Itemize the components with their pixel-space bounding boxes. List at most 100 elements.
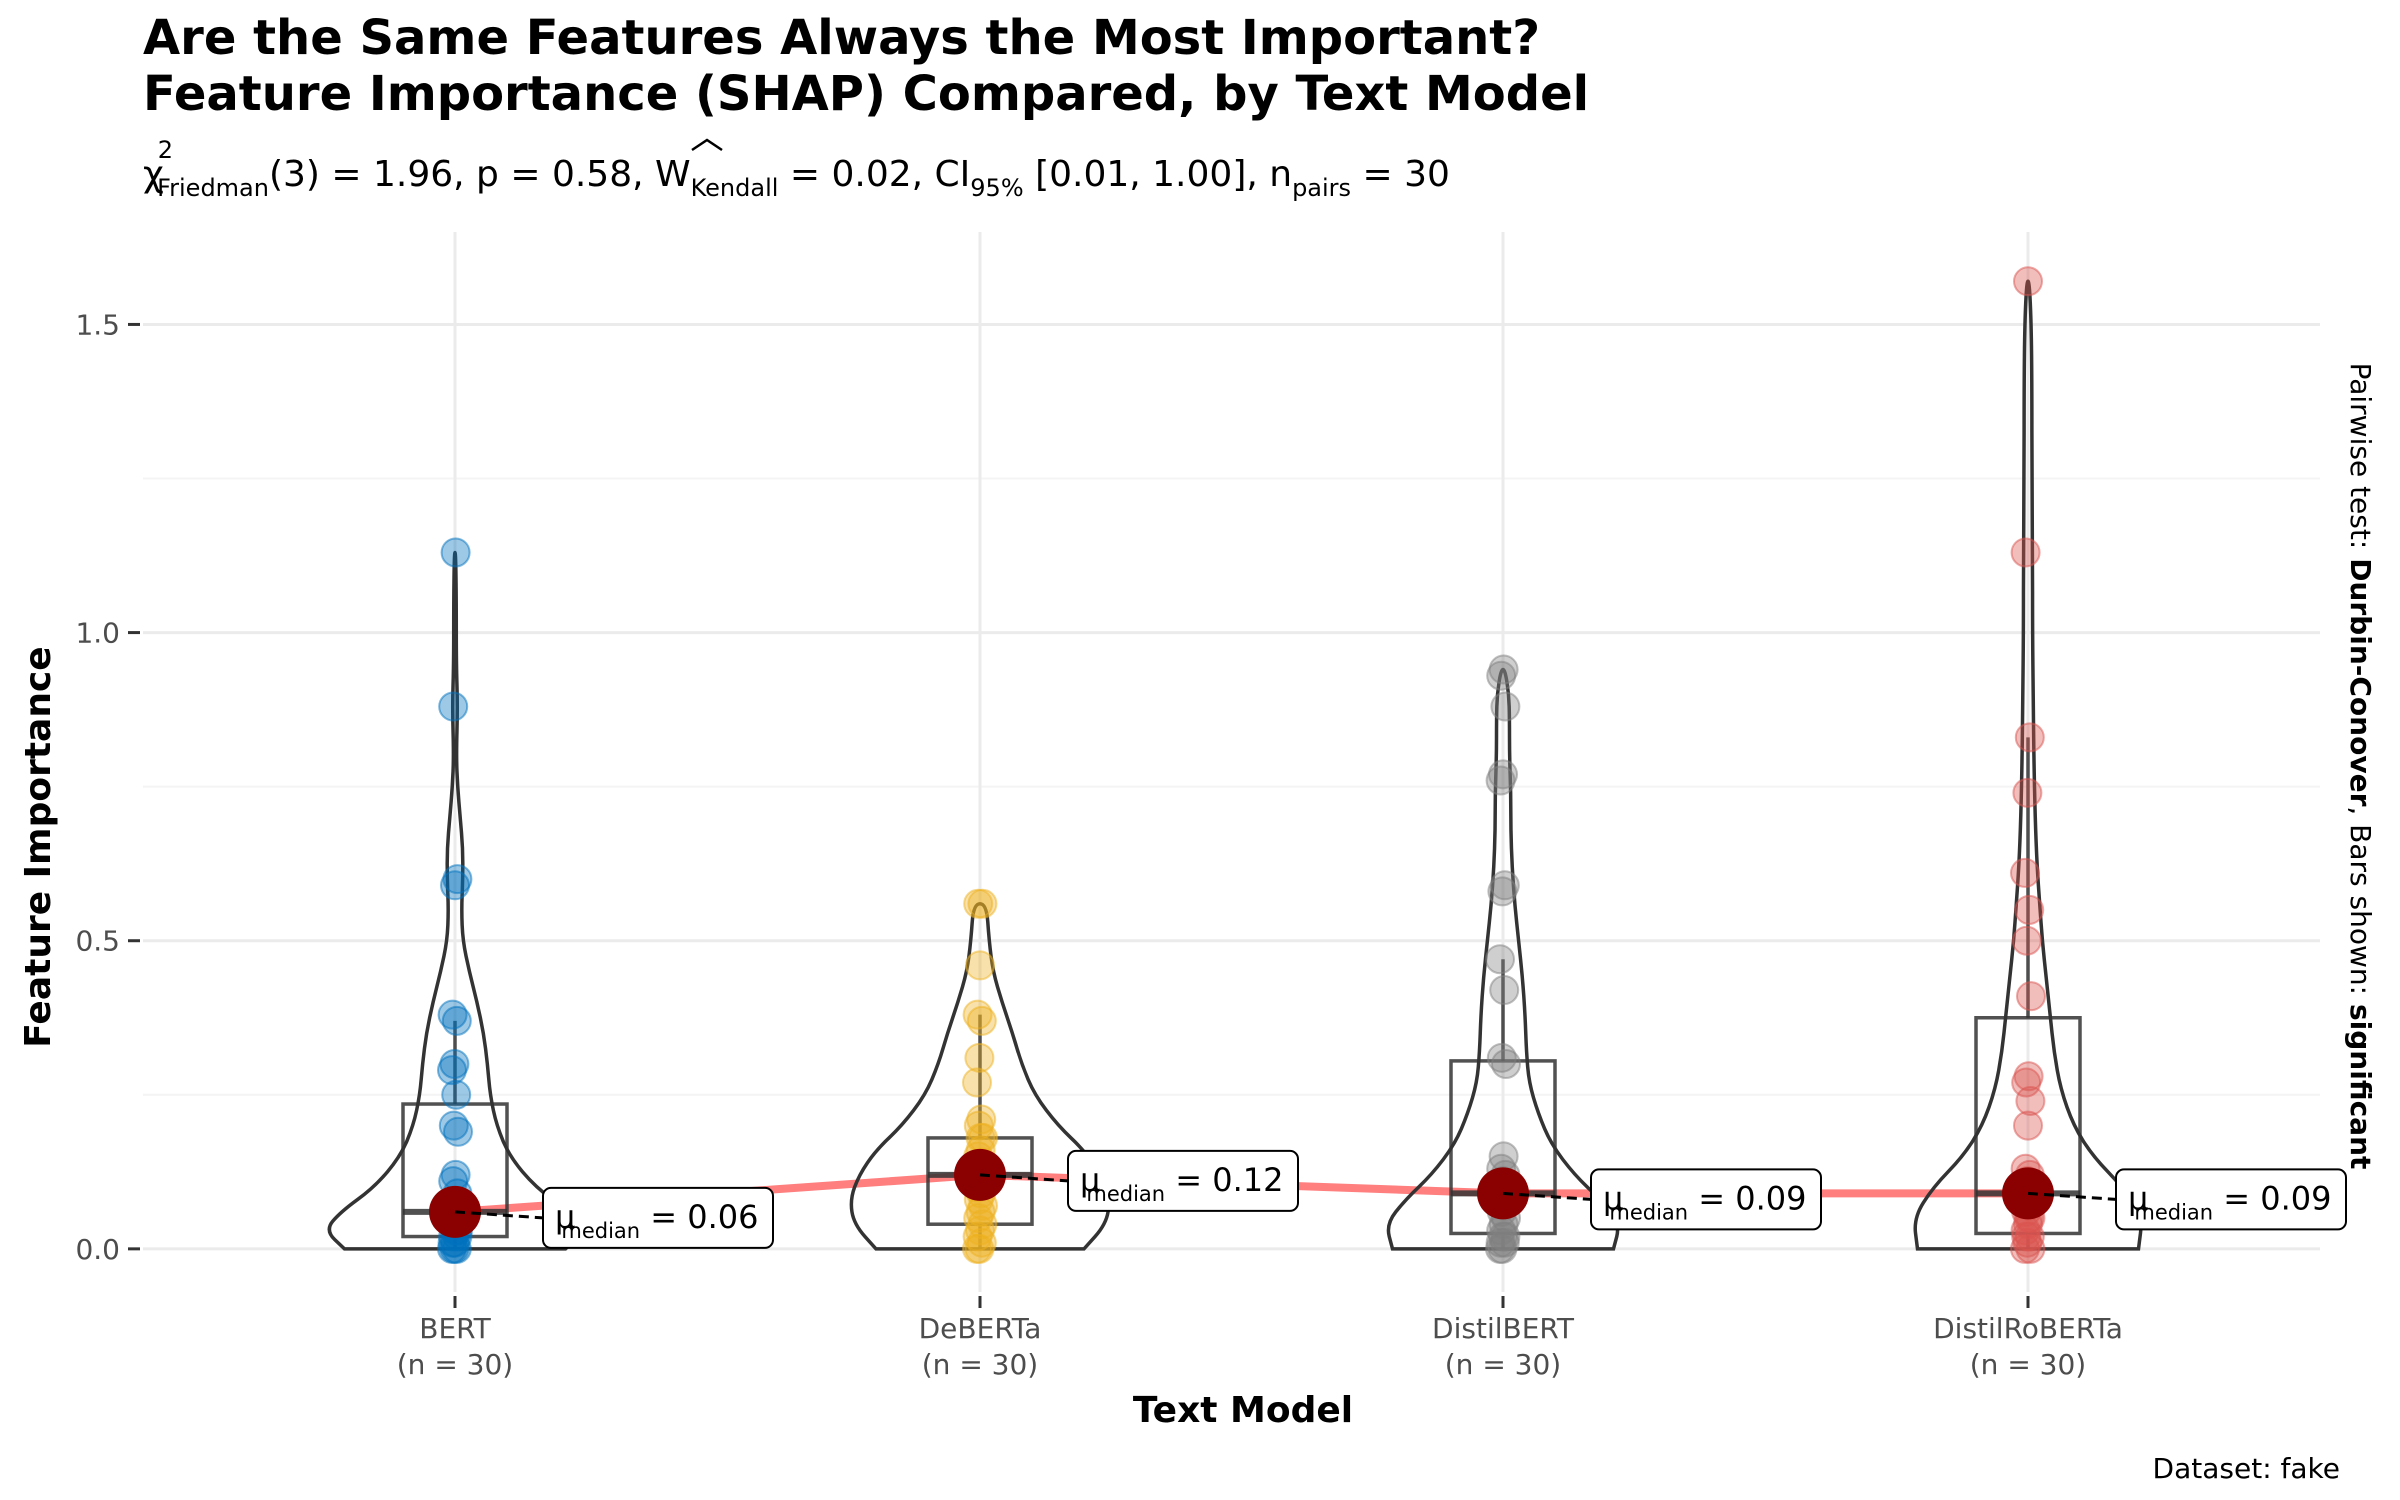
data-point-bert xyxy=(438,1110,469,1141)
median-label-box-distilroberta xyxy=(2115,1168,2347,1231)
x-tick-count: (n = 30) xyxy=(1970,1348,2086,1381)
median-label-bert: μmedian = 0.06 xyxy=(555,1198,759,1243)
median-label-value: = 0.12 xyxy=(1165,1161,1283,1199)
x-tick-label: DistilRoBERTa xyxy=(1933,1312,2123,1345)
data-point-bert xyxy=(441,1079,472,1110)
median-label-value: = 0.06 xyxy=(640,1198,758,1236)
box-distilroberta xyxy=(1974,1016,2082,1236)
violin-bert xyxy=(327,550,583,1251)
subtitle-part2: = 0.02, CI xyxy=(778,154,970,195)
data-point-distilroberta xyxy=(2014,722,2045,753)
chart-title-line1: Are the Same Features Always the Most Im… xyxy=(143,10,1540,66)
data-point-deberta xyxy=(964,1042,995,1073)
data-point-distilroberta xyxy=(2016,981,2046,1012)
median-label-symbol: μ xyxy=(1080,1161,1100,1199)
data-point-distilroberta xyxy=(2015,1085,2046,1116)
dataset-caption: Dataset: fake xyxy=(2153,1452,2340,1485)
median-label-subscript: median xyxy=(561,1219,640,1243)
side-caption-middle: , Bars shown: xyxy=(2344,806,2377,1004)
subtitle-chi-sub: Friedman xyxy=(157,174,269,202)
x-tick-label: DeBERTa xyxy=(919,1312,1042,1345)
side-caption-test: Durbin-Conover xyxy=(2344,558,2377,806)
violin-distilbert xyxy=(1386,667,1620,1251)
data-point-deberta xyxy=(965,1122,996,1153)
data-point-distilroberta xyxy=(2013,266,2043,297)
median-label-distilbert: μmedian = 0.09 xyxy=(1603,1179,1807,1224)
box-distilbert xyxy=(1449,1059,1557,1236)
data-point-bert xyxy=(442,864,473,895)
x-axis-ticks: BERT(n = 30)DeBERTa(n = 30)DistilBERT(n … xyxy=(397,1296,2123,1381)
data-point-distilroberta xyxy=(2013,1061,2044,1092)
subtitle-n-sub: pairs xyxy=(1292,174,1351,202)
median-label-distilroberta: μmedian = 0.09 xyxy=(2128,1179,2332,1224)
subtitle-chi: χ xyxy=(143,154,164,195)
median-label-connector-deberta xyxy=(979,1173,1069,1183)
median-label-symbol: μ xyxy=(2128,1179,2148,1217)
y-axis-title: Feature Importance xyxy=(18,646,59,1047)
median-label-deberta: μmedian = 0.12 xyxy=(1080,1161,1284,1206)
data-point-bert xyxy=(440,537,471,568)
data-point-distilbert xyxy=(1488,759,1518,790)
data-point-distilroberta xyxy=(2013,1110,2043,1141)
x-tick-count: (n = 30) xyxy=(922,1348,1038,1381)
median-label-connector-distilbert xyxy=(1502,1191,1592,1201)
data-point-bert xyxy=(437,999,468,1030)
data-point-distilroberta xyxy=(2010,537,2041,568)
subtitle-chi-sup: 2 xyxy=(158,136,173,164)
data-point-bert xyxy=(439,1048,470,1079)
median-label-value: = 0.09 xyxy=(1688,1179,1806,1217)
median-markers xyxy=(429,1148,2054,1238)
data-point-distilbert xyxy=(1490,691,1521,722)
data-point-distilroberta xyxy=(2014,894,2045,925)
data-point-distilbert xyxy=(1486,1042,1517,1073)
data-point-deberta xyxy=(962,1067,992,1098)
data-point-distilroberta xyxy=(2012,777,2043,808)
data-point-distilroberta xyxy=(2011,925,2042,956)
subtitle-part3: [0.01, 1.00], n xyxy=(1024,154,1292,195)
data-point-distilbert xyxy=(1488,654,1519,685)
subtitle-w: W xyxy=(655,154,691,195)
data-point-distilbert xyxy=(1485,944,1515,975)
subtitle-w-sub: Kendall xyxy=(691,174,779,202)
median-label-subscript: median xyxy=(2134,1200,2213,1224)
y-tick-label: 0.5 xyxy=(75,925,120,958)
x-tick-label: DistilBERT xyxy=(1432,1312,1575,1345)
data-point-bert xyxy=(438,691,469,722)
violin-distilroberta xyxy=(1913,279,2143,1251)
median-label-value: = 0.09 xyxy=(2213,1179,2331,1217)
x-tick-count: (n = 30) xyxy=(1445,1348,1561,1381)
median-label-symbol: μ xyxy=(1603,1179,1623,1217)
side-caption-prefix: Pairwise test: xyxy=(2344,363,2377,559)
data-point-deberta xyxy=(965,950,995,981)
y-axis-ticks: 0.0 0.5 1.0 1.5 xyxy=(75,308,140,1266)
median-label-subscript: median xyxy=(1609,1200,1688,1224)
subtitle-part4: = 30 xyxy=(1351,154,1450,195)
data-point-distilbert xyxy=(1488,1141,1519,1172)
data-point-distilbert xyxy=(1489,975,1520,1006)
subtitle-ci-sub: 95% xyxy=(970,174,1023,202)
x-axis-title: Text Model xyxy=(1133,1390,1353,1431)
subtitle-part1: (3) = 1.96, p = 0.58, xyxy=(269,154,655,195)
data-point-distilbert xyxy=(1489,870,1520,901)
median-label-connector-distilroberta xyxy=(2027,1191,2117,1201)
median-label-box-bert xyxy=(542,1186,774,1249)
y-tick-label: 0.0 xyxy=(75,1233,120,1266)
median-label-box-distilbert xyxy=(1590,1168,1822,1231)
y-tick-label: 1.5 xyxy=(75,308,120,341)
pairwise-test-caption: Pairwise test: Durbin-Conover, Bars show… xyxy=(2344,363,2377,1170)
median-label-symbol: μ xyxy=(555,1198,575,1236)
median-label-subscript: median xyxy=(1086,1182,1165,1206)
data-point-distilroberta xyxy=(2010,857,2040,888)
y-tick-label: 1.0 xyxy=(75,617,120,650)
median-label-box-deberta xyxy=(1067,1149,1299,1212)
data-point-deberta xyxy=(962,999,993,1030)
data-point-distilroberta xyxy=(2015,1233,2046,1264)
median-label-connector-bert xyxy=(454,1210,544,1220)
x-tick-count: (n = 30) xyxy=(397,1348,513,1381)
data-point-bert xyxy=(440,1159,471,1190)
box-deberta xyxy=(926,1136,1034,1226)
x-tick-label: BERT xyxy=(419,1312,491,1345)
